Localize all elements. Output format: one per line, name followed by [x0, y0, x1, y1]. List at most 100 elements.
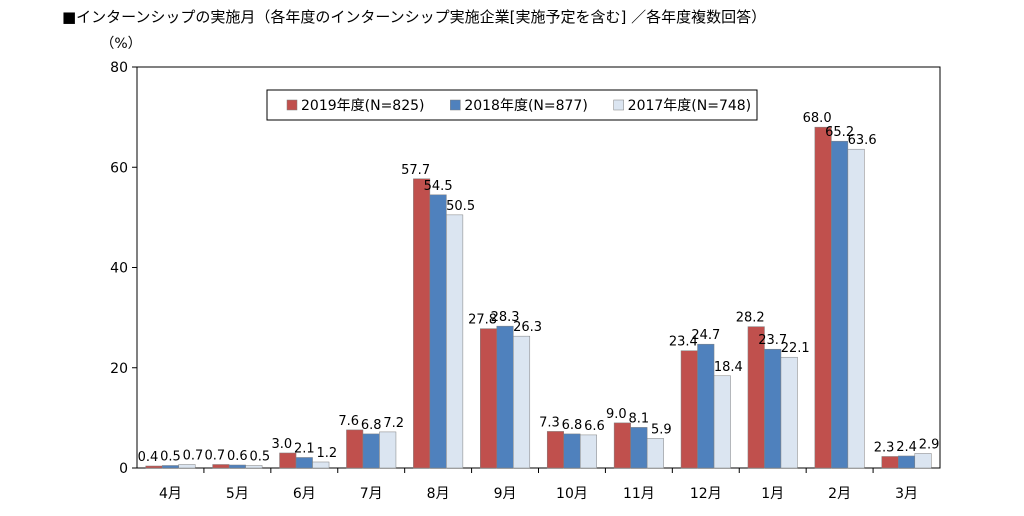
bar [346, 429, 364, 469]
data-label: 0.4 [138, 450, 159, 465]
legend-label: 2018年度(N=877) [464, 98, 587, 114]
x-tick-label: 8月 [427, 486, 450, 502]
data-labels-group: 0.4 0.5 0.7 0.7 0.6 0.53.0 2.1 1.27.6 6.8 7.257.7… [138, 111, 940, 465]
y-axis-unit-label: （%） [100, 36, 141, 52]
data-label: 18.4 [714, 360, 743, 375]
bar [245, 465, 263, 469]
legend: 2019年度(N=825) 2018年度(N=877) 2017年度(N=748) [266, 89, 758, 121]
data-label: 26.3 [513, 320, 542, 335]
bar [780, 356, 798, 469]
data-label: 8.1 [629, 411, 650, 426]
data-label: 0.7 [205, 448, 226, 463]
data-label: 1.2 [316, 446, 337, 461]
legend-swatch [450, 99, 461, 111]
data-label: 22.1 [781, 341, 810, 356]
x-tick-label: 6月 [293, 486, 316, 502]
legend-swatch [613, 99, 624, 111]
bar [646, 438, 664, 469]
bar [212, 464, 230, 469]
x-tick-label: 10月 [556, 486, 588, 502]
x-tick-label: 7月 [360, 486, 383, 502]
data-label: 28.3 [491, 310, 520, 325]
bar [178, 464, 196, 469]
y-tick-label: 60 [110, 160, 128, 176]
y-tick-label: 40 [110, 261, 128, 277]
bar [680, 350, 698, 469]
data-label: 23.4 [669, 335, 698, 350]
data-label: 6.8 [361, 418, 382, 433]
data-label: 0.5 [250, 449, 271, 464]
bar [496, 325, 514, 469]
data-label: 54.5 [424, 179, 453, 194]
data-label: 50.5 [446, 199, 475, 214]
legend-label: 2017年度(N=748) [628, 98, 751, 114]
bar [764, 348, 782, 469]
x-tick-label: 3月 [895, 486, 918, 502]
axes-group: 0 20 40 60 80 （%） 4月 5月 6月 7月 8月 9月 10月 11月 12月 1月 2月 3月 [100, 36, 941, 502]
data-label: 2.1 [294, 441, 315, 456]
x-tick-label: 2月 [828, 486, 851, 502]
data-label: 23.7 [758, 333, 787, 348]
bar [546, 431, 564, 469]
legend-box [266, 89, 758, 121]
data-label: 63.6 [848, 133, 877, 148]
data-label: 57.7 [401, 163, 430, 178]
legend-label: 2019年度(N=825) [301, 98, 424, 114]
bar [480, 328, 498, 469]
data-label: 0.7 [183, 448, 204, 463]
data-label: 3.0 [271, 437, 292, 452]
bar [161, 465, 179, 469]
data-label: 2.4 [896, 440, 917, 455]
data-label: 7.6 [338, 414, 359, 429]
bar [613, 422, 631, 469]
bar [697, 343, 715, 469]
x-tick-label: 11月 [623, 486, 655, 502]
data-label: 2.9 [919, 437, 940, 452]
y-tick-label: 0 [119, 461, 128, 477]
bar [847, 148, 865, 469]
x-tick-label: 9月 [494, 486, 517, 502]
data-label: 27.8 [468, 313, 497, 328]
data-label: 6.6 [584, 419, 605, 434]
data-label: 2.3 [874, 440, 895, 455]
bar [228, 464, 246, 469]
x-tick-label: 1月 [761, 486, 784, 502]
bar [579, 434, 597, 469]
y-tick-label: 80 [110, 60, 128, 76]
data-label: 65.2 [825, 125, 854, 140]
bar [713, 375, 731, 469]
data-label: 9.0 [606, 407, 627, 422]
bar [563, 433, 581, 469]
bar [831, 140, 849, 469]
data-label: 7.3 [539, 415, 560, 430]
bar [630, 427, 648, 469]
data-label: 68.0 [803, 111, 832, 126]
bar [513, 335, 531, 469]
chart-title: ■インターンシップの実施月（各年度のインターンシップ実施企業[実施予定を含む] … [62, 8, 767, 26]
bar [898, 455, 916, 469]
bar [295, 457, 313, 469]
x-tick-label: 4月 [159, 486, 182, 502]
bar [914, 453, 932, 469]
data-label: 0.5 [160, 449, 181, 464]
data-label: 5.9 [651, 422, 672, 437]
data-label: 28.2 [736, 311, 765, 326]
bar [312, 461, 330, 469]
bar [145, 465, 163, 469]
bar [429, 194, 447, 469]
data-label: 6.8 [562, 418, 583, 433]
bar [362, 433, 380, 469]
y-tick-label: 20 [110, 361, 128, 377]
data-label: 0.6 [227, 449, 248, 464]
data-label: 7.2 [383, 416, 404, 431]
bar [413, 178, 431, 469]
x-tick-label: 12月 [690, 486, 722, 502]
bars-group [145, 126, 932, 469]
x-tick-label: 5月 [226, 486, 249, 502]
bar [379, 431, 397, 469]
data-label: 24.7 [691, 328, 720, 343]
legend-swatch [286, 99, 298, 111]
bar [814, 126, 832, 469]
bar [881, 456, 899, 469]
